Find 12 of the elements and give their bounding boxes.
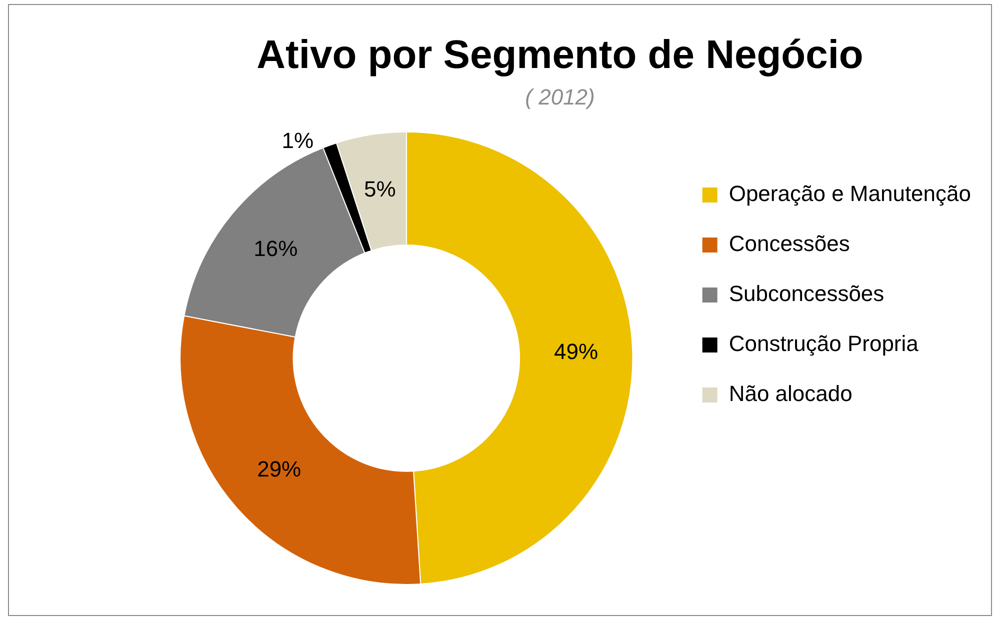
legend-label: Construção Propria [728,331,920,356]
data-label: 49% [554,338,598,364]
data-label: 1% [282,128,314,153]
legend-label: Concessões [728,231,850,256]
legend-label: Não alocado [728,381,852,406]
data-label: 5% [364,176,396,202]
chart-title: Ativo por Segmento de Negócio [256,33,864,78]
data-label: 16% [254,236,298,262]
chart-subtitle: ( 2012) [525,84,595,110]
legend-label: Subconcessões [728,281,884,306]
data-label: 29% [257,456,302,482]
legend-label: Operação e Manutenção [728,181,972,206]
